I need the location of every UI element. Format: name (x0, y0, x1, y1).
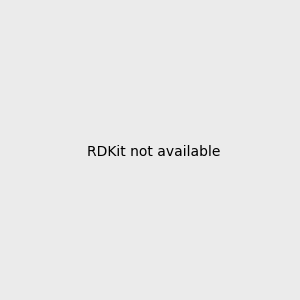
Text: RDKit not available: RDKit not available (87, 145, 220, 158)
